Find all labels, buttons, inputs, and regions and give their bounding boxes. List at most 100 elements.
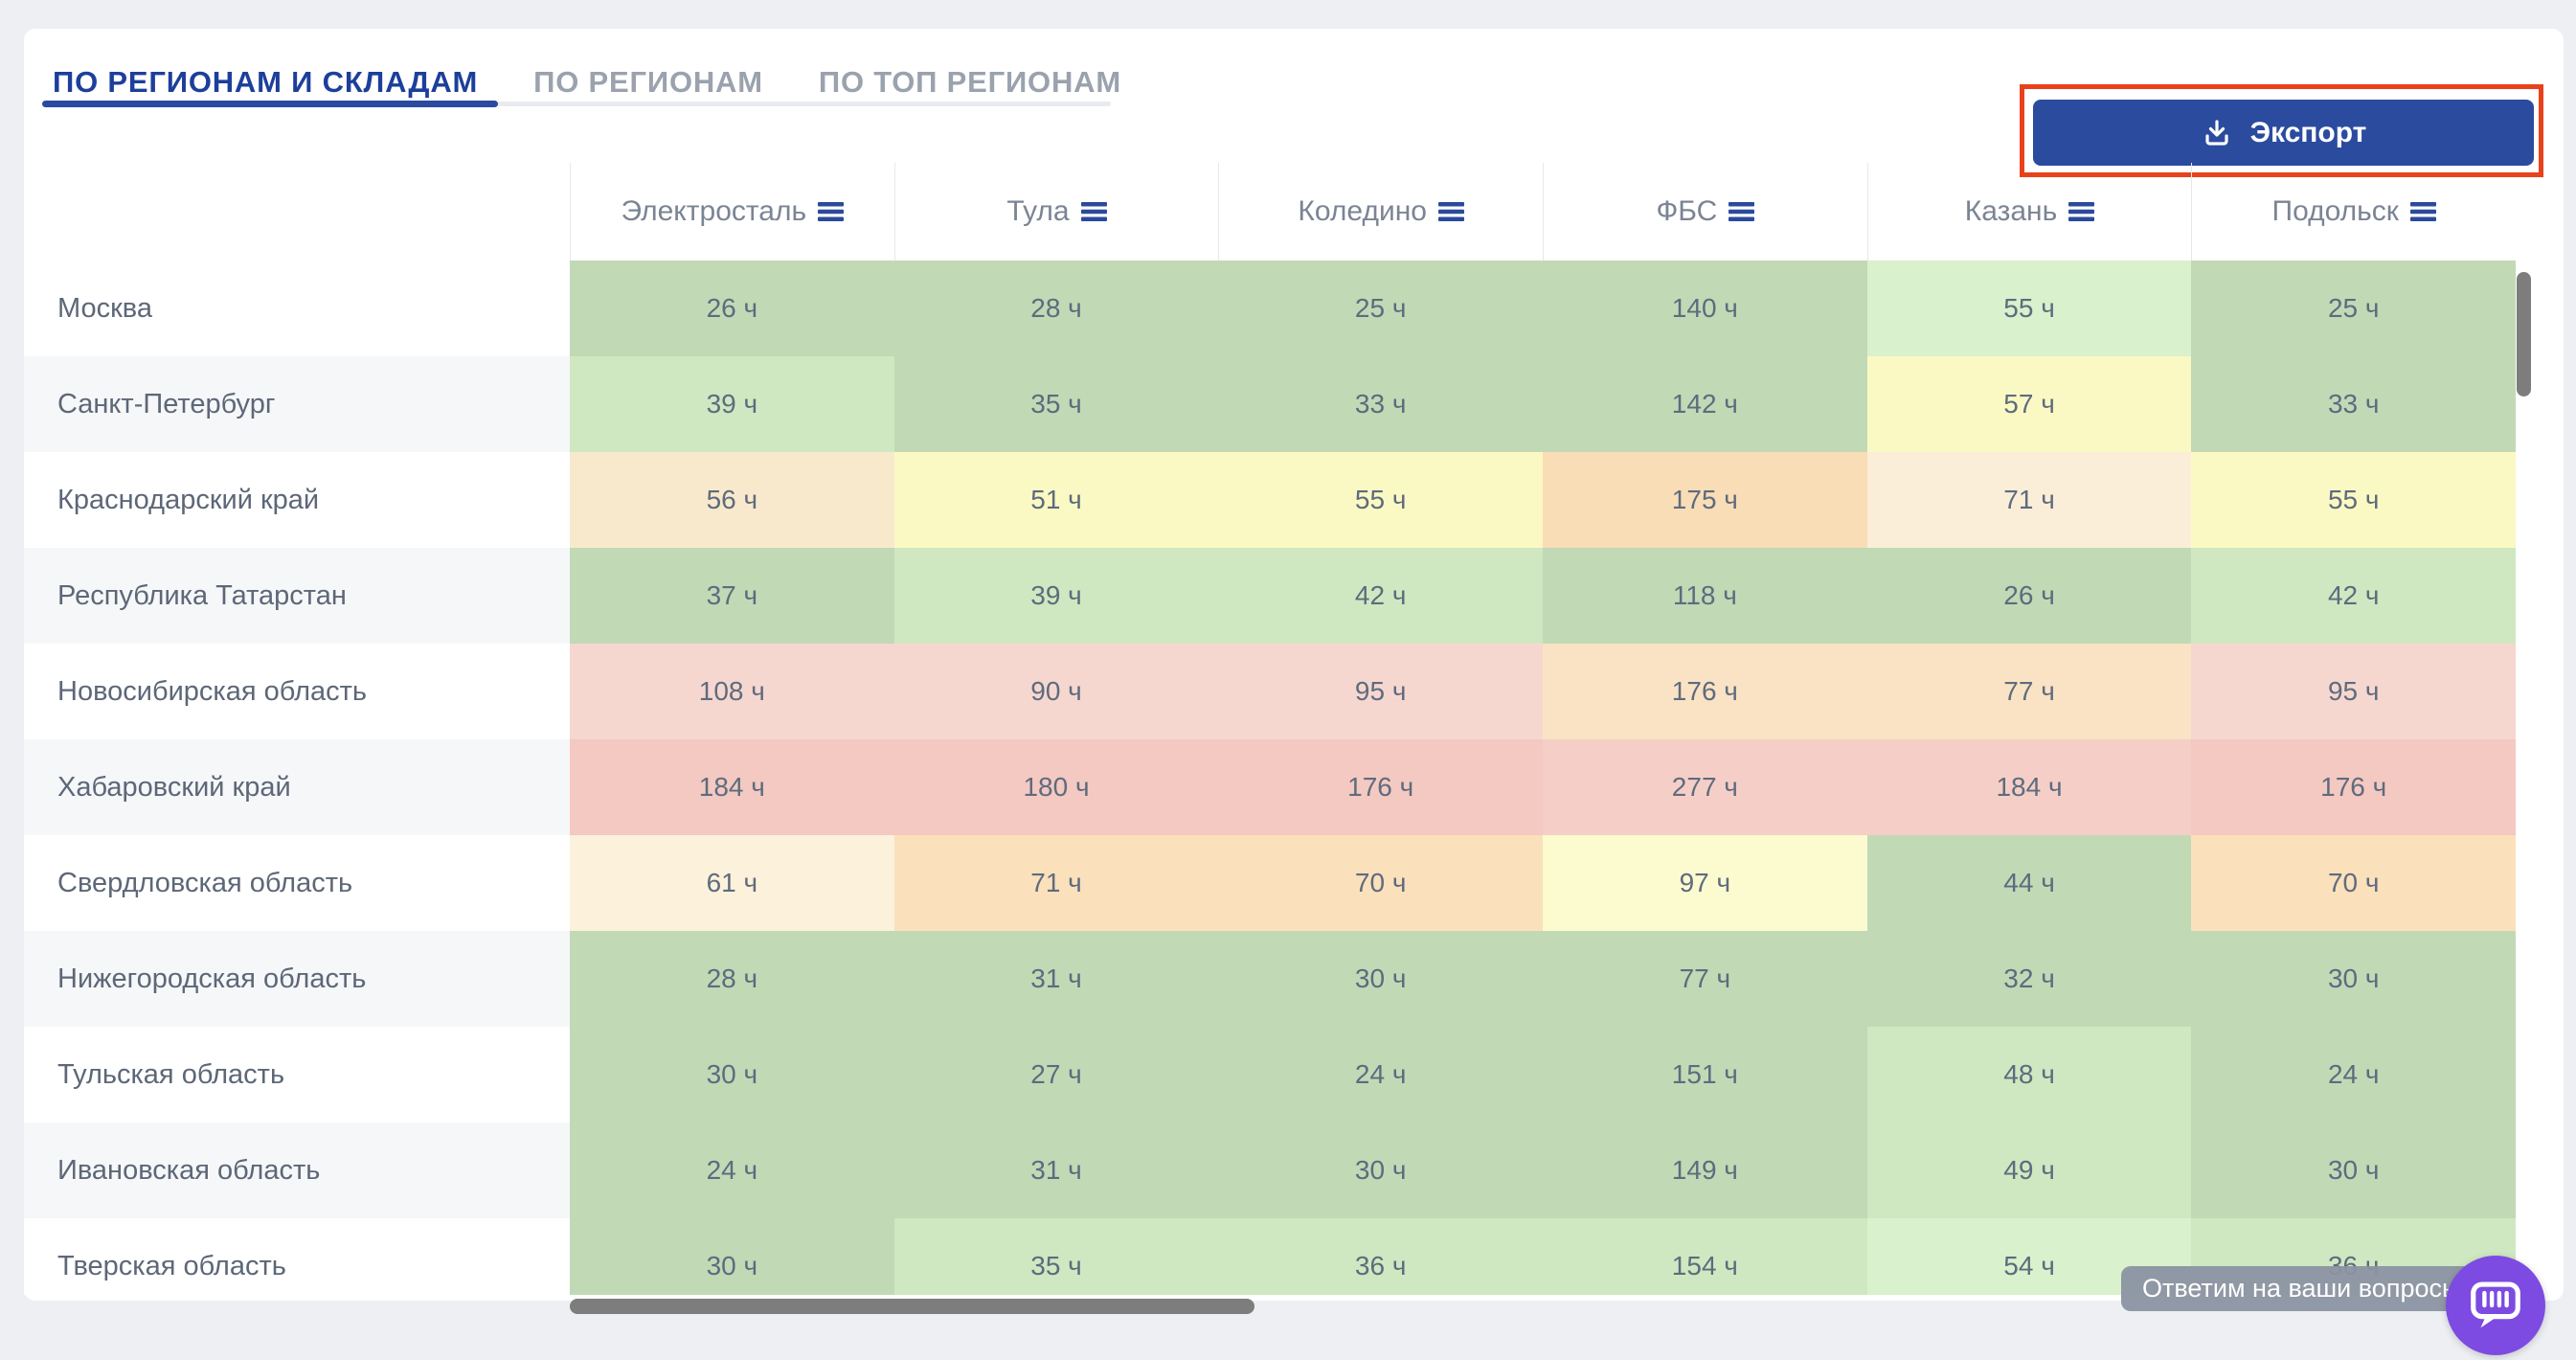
value-cell: 33 ч bbox=[1218, 356, 1544, 452]
value-cell: 176 ч bbox=[2191, 739, 2516, 835]
value-cell: 277 ч bbox=[1543, 739, 1867, 835]
tab-3[interactable]: ПО ТОП РЕГИОНАМ bbox=[818, 65, 1121, 99]
value-cell: 71 ч bbox=[1866, 452, 2192, 548]
column-header[interactable]: Подольск bbox=[2191, 163, 2516, 261]
value-cell: 51 ч bbox=[893, 452, 1219, 548]
column-menu-icon[interactable] bbox=[2409, 201, 2436, 222]
tab-underline-track bbox=[53, 102, 1111, 106]
tab-active-underline bbox=[42, 101, 498, 107]
column-menu-icon[interactable] bbox=[1729, 201, 1755, 222]
value-cell: 176 ч bbox=[1218, 739, 1544, 835]
column-header[interactable]: Тула bbox=[893, 163, 1219, 261]
download-icon bbox=[2205, 119, 2228, 146]
value-cell: 55 ч bbox=[2191, 452, 2516, 548]
column-menu-icon[interactable] bbox=[818, 201, 845, 222]
value-cell: 24 ч bbox=[570, 1122, 894, 1218]
value-cell: 36 ч bbox=[1218, 1218, 1544, 1295]
value-cell: 118 ч bbox=[1543, 548, 1867, 644]
horizontal-scrollbar-thumb[interactable] bbox=[570, 1299, 1254, 1314]
value-cell: 25 ч bbox=[2191, 261, 2516, 356]
value-cell: 56 ч bbox=[570, 452, 894, 548]
region-label: Санкт-Петербург bbox=[57, 389, 276, 419]
vertical-scrollbar-thumb[interactable] bbox=[2517, 272, 2531, 397]
value-cell: 26 ч bbox=[570, 261, 894, 356]
value-cell: 32 ч bbox=[1866, 931, 2192, 1027]
value-cell: 39 ч bbox=[893, 548, 1219, 644]
table-row: Хабаровский край 184 ч 180 ч 176 ч 277 ч 184 … bbox=[24, 739, 2516, 835]
table-row: Свердловская область 61 ч 71 ч 70 ч 97 ч 44 ч… bbox=[24, 835, 2516, 931]
value-cell: 180 ч bbox=[893, 739, 1219, 835]
value-cell: 24 ч bbox=[1218, 1027, 1544, 1122]
column-header-label: Электросталь bbox=[621, 195, 807, 227]
value-cell: 30 ч bbox=[1218, 931, 1544, 1027]
value-cell: 77 ч bbox=[1866, 644, 2192, 739]
value-cell: 140 ч bbox=[1543, 261, 1867, 356]
column-menu-icon[interactable] bbox=[1437, 201, 1464, 222]
value-cell: 30 ч bbox=[2191, 931, 2516, 1027]
table-row: Тульская область 30 ч 27 ч 24 ч 151 ч 48 ч 24 … bbox=[24, 1027, 2516, 1122]
chat-button[interactable] bbox=[2446, 1256, 2545, 1355]
value-cell: 24 ч bbox=[2191, 1027, 2516, 1122]
region-label: Республика Татарстан bbox=[57, 580, 347, 611]
value-cell: 70 ч bbox=[1218, 835, 1544, 931]
annotation-highlight-box bbox=[2020, 84, 2543, 177]
value-cell: 176 ч bbox=[1543, 644, 1867, 739]
column-header-label: ФБС bbox=[1656, 195, 1718, 227]
report-card: ПО РЕГИОНАМ И СКЛАДАМ ПО РЕГИОНАМ ПО ТОП Р… bbox=[24, 29, 2564, 1314]
value-cell: 61 ч bbox=[570, 835, 894, 931]
value-cell: 154 ч bbox=[1543, 1218, 1867, 1295]
export-button[interactable]: Экспорт bbox=[2033, 100, 2534, 166]
chat-bubble-icon bbox=[2471, 1281, 2520, 1328]
value-cell: 27 ч bbox=[893, 1027, 1219, 1122]
table-body: Москва 26 ч 28 ч 25 ч 140 ч 55 ч 25 ч Санкт-Пет… bbox=[24, 261, 2516, 1295]
table-row: Москва 26 ч 28 ч 25 ч 140 ч 55 ч 25 ч bbox=[24, 261, 2516, 356]
value-cell: 184 ч bbox=[1866, 739, 2192, 835]
tab-2[interactable]: ПО РЕГИОНАМ bbox=[533, 65, 763, 99]
region-label: Тверская область bbox=[57, 1251, 286, 1281]
value-cell: 71 ч bbox=[893, 835, 1219, 931]
value-cell: 35 ч bbox=[893, 1218, 1219, 1295]
region-label: Новосибирская область bbox=[57, 676, 368, 707]
value-cell: 95 ч bbox=[1218, 644, 1544, 739]
value-cell: 55 ч bbox=[1218, 452, 1544, 548]
value-cell: 30 ч bbox=[2191, 1122, 2516, 1218]
export-button-label: Экспорт bbox=[2249, 116, 2367, 148]
value-cell: 77 ч bbox=[1543, 931, 1867, 1027]
value-cell: 151 ч bbox=[1543, 1027, 1867, 1122]
value-cell: 25 ч bbox=[1218, 261, 1544, 356]
column-header[interactable]: ФБС bbox=[1543, 163, 1867, 261]
region-label: Краснодарский край bbox=[57, 485, 320, 515]
value-cell: 42 ч bbox=[1218, 548, 1544, 644]
tab-bar: ПО РЕГИОНАМ И СКЛАДАМ ПО РЕГИОНАМ ПО ТОП Р… bbox=[53, 65, 1121, 100]
value-cell: 90 ч bbox=[893, 644, 1219, 739]
column-header[interactable]: Коледино bbox=[1218, 163, 1543, 261]
value-cell: 49 ч bbox=[1866, 1122, 2192, 1218]
value-cell: 57 ч bbox=[1866, 356, 2192, 452]
column-header-label: Тула bbox=[1006, 195, 1070, 227]
value-cell: 28 ч bbox=[893, 261, 1219, 356]
value-cell: 42 ч bbox=[2191, 548, 2516, 644]
value-cell: 149 ч bbox=[1543, 1122, 1867, 1218]
region-label: Свердловская область bbox=[57, 868, 353, 898]
table-row: Санкт-Петербург 39 ч 35 ч 33 ч 142 ч 57 ч 33 ч bbox=[24, 356, 2516, 452]
value-cell: 26 ч bbox=[1866, 548, 2192, 644]
value-cell: 30 ч bbox=[570, 1027, 894, 1122]
column-header[interactable]: Казань bbox=[1866, 163, 2192, 261]
value-cell: 95 ч bbox=[2191, 644, 2516, 739]
value-cell: 108 ч bbox=[570, 644, 894, 739]
column-menu-icon[interactable] bbox=[2068, 201, 2095, 222]
column-header-label: Коледино bbox=[1298, 195, 1427, 227]
column-menu-icon[interactable] bbox=[1080, 201, 1107, 222]
column-header[interactable]: Электросталь bbox=[570, 163, 894, 261]
value-cell: 184 ч bbox=[570, 739, 894, 835]
tab-1[interactable]: ПО РЕГИОНАМ И СКЛАДАМ bbox=[53, 65, 479, 99]
value-cell: 48 ч bbox=[1866, 1027, 2192, 1122]
value-cell: 33 ч bbox=[2191, 356, 2516, 452]
table-row: Нижегородская область 28 ч 31 ч 30 ч 77 ч 32 … bbox=[24, 931, 2516, 1027]
value-cell: 28 ч bbox=[570, 931, 894, 1027]
value-cell: 37 ч bbox=[570, 548, 894, 644]
value-cell: 97 ч bbox=[1543, 835, 1867, 931]
value-cell: 70 ч bbox=[2191, 835, 2516, 931]
